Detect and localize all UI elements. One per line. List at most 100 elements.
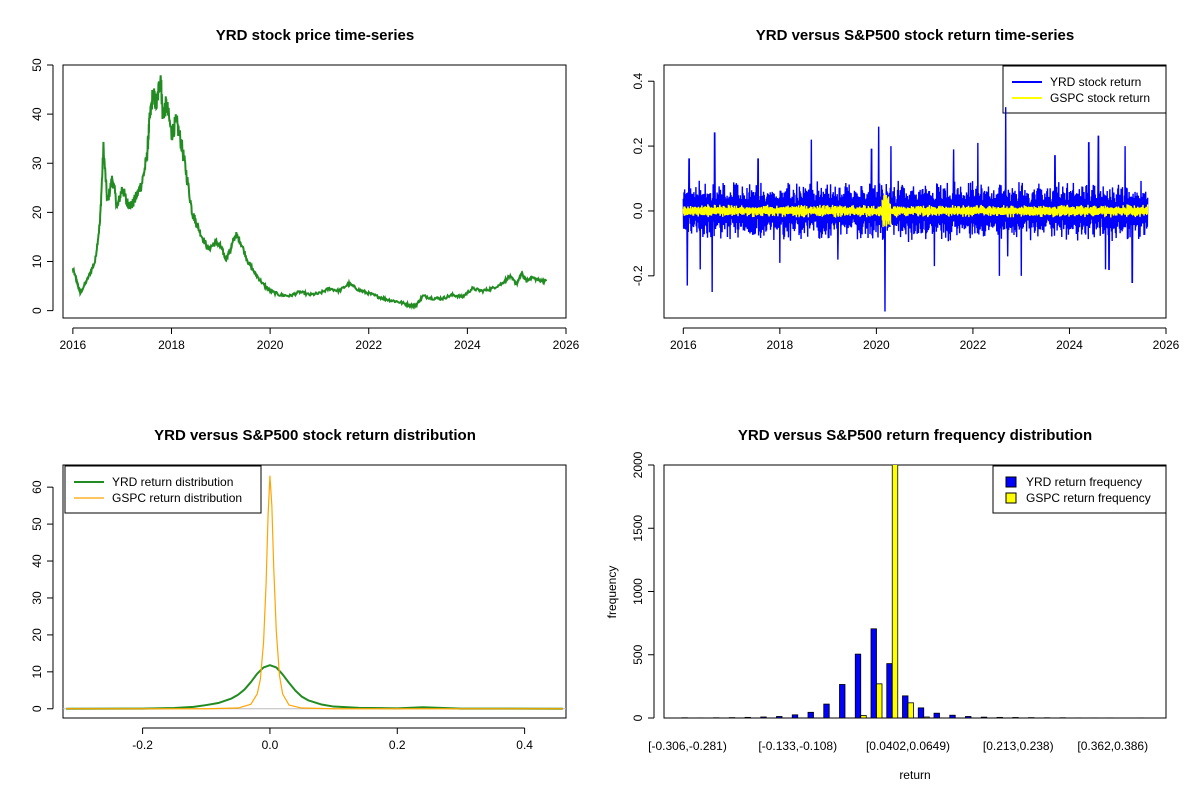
x-tick-label: 2018 bbox=[766, 338, 793, 352]
bar-yrd bbox=[807, 711, 814, 718]
legend: YRD return frequency GSPC return frequen… bbox=[992, 465, 1167, 514]
series-line-gspc-return-burst bbox=[881, 194, 892, 228]
y-tick-label: 0.2 bbox=[631, 137, 645, 154]
bar-yrd bbox=[949, 714, 956, 718]
bar-yrd bbox=[713, 717, 720, 718]
y-tick-label: 60 bbox=[30, 480, 44, 494]
legend-label-yrd: YRD return distribution bbox=[112, 475, 233, 489]
bar-yrd bbox=[902, 695, 909, 718]
plot-frame bbox=[663, 464, 1167, 719]
x-tick-label: 2026 bbox=[553, 338, 580, 352]
y-tick-label: 20 bbox=[30, 205, 44, 219]
x-tick-label: -0.2 bbox=[132, 738, 153, 752]
bar-yrd bbox=[886, 663, 893, 718]
x-tick-label: [0.213,0.238) bbox=[983, 739, 1054, 753]
y-tick-label: 10 bbox=[30, 665, 44, 679]
y-tick-label: 30 bbox=[30, 591, 44, 605]
x-tick-label: [0.362,0.386) bbox=[1077, 739, 1148, 753]
y-tick-label: -0.2 bbox=[631, 265, 645, 286]
bar-yrd bbox=[760, 716, 767, 718]
legend-swatch-gspc bbox=[1005, 492, 1017, 504]
chart-return-timeseries: YRD versus S&P500 stock return time-seri… bbox=[631, 27, 1180, 352]
chart-stock-price: YRD stock price time-series 2016 2018 2020… bbox=[30, 27, 580, 352]
bar-yrd bbox=[1106, 717, 1114, 718]
x-tick-label: 2024 bbox=[1056, 338, 1083, 352]
bar-yrd bbox=[1043, 717, 1051, 718]
bar-gspc bbox=[860, 715, 867, 718]
legend: YRD return distribution GSPC return dist… bbox=[64, 465, 262, 514]
y-tick-label: 1000 bbox=[631, 578, 645, 605]
plot-frame bbox=[62, 464, 567, 719]
bar-yrd bbox=[870, 628, 877, 718]
legend-label-yrd: YRD stock return bbox=[1050, 75, 1141, 89]
bar-yrd bbox=[744, 716, 751, 718]
y-tick-label: 50 bbox=[30, 58, 44, 72]
y-tick-label: 1500 bbox=[631, 515, 645, 542]
y-tick-label: 20 bbox=[30, 628, 44, 642]
plot-frame bbox=[663, 64, 1167, 319]
legend-label-gspc: GSPC return frequency bbox=[1026, 491, 1151, 505]
y-tick-label: 500 bbox=[631, 644, 645, 664]
x-tick-label: 2016 bbox=[60, 338, 87, 352]
series-line-yrd-return bbox=[682, 107, 1149, 312]
bar-yrd bbox=[776, 716, 783, 718]
chart-title: YRD versus S&P500 stock return time-seri… bbox=[756, 27, 1074, 44]
chart-title: YRD versus S&P500 stock return distribut… bbox=[154, 427, 476, 444]
x-tick-label: 2020 bbox=[257, 338, 284, 352]
bar-yrd bbox=[933, 712, 940, 718]
series-line-gspc-return bbox=[682, 204, 1149, 218]
x-tick-label: 2022 bbox=[355, 338, 382, 352]
x-tick-label: 0.0 bbox=[262, 738, 279, 752]
bar-gspc bbox=[923, 716, 930, 718]
bar-yrd bbox=[965, 716, 972, 718]
series-line-yrd-density bbox=[66, 664, 563, 710]
bar-yrd bbox=[1075, 717, 1082, 718]
plot-frame bbox=[62, 64, 567, 319]
y-tick-label: 40 bbox=[30, 107, 44, 121]
series-line-gspc-density bbox=[66, 475, 563, 710]
x-tick-label: 0.4 bbox=[516, 738, 533, 752]
bar-yrd bbox=[697, 717, 704, 718]
y-tick-label: 50 bbox=[30, 517, 44, 531]
y-tick-label: 0.4 bbox=[631, 73, 645, 90]
x-tick-label: 0.2 bbox=[389, 738, 406, 752]
x-tick-label: [-0.133,-0.108) bbox=[758, 739, 837, 753]
y-tick-label: 40 bbox=[30, 554, 44, 568]
bar-yrd bbox=[839, 684, 846, 718]
y-tick-label: 30 bbox=[30, 156, 44, 170]
legend: YRD stock return GSPC stock return bbox=[1002, 65, 1167, 114]
bar-yrd bbox=[980, 716, 988, 718]
y-tick-label: 0 bbox=[30, 705, 44, 712]
x-tick-label: 2018 bbox=[158, 338, 185, 352]
chart-title: YRD stock price time-series bbox=[216, 27, 414, 44]
x-tick-label: [-0.306,-0.281) bbox=[648, 739, 727, 753]
y-tick-label: 2000 bbox=[631, 451, 645, 478]
bar-gspc bbox=[876, 683, 883, 718]
chart-title: YRD versus S&P500 return frequency distr… bbox=[738, 427, 1092, 444]
x-tick-label: 2026 bbox=[1153, 338, 1180, 352]
legend-box bbox=[992, 465, 1167, 514]
bar-yrd bbox=[791, 714, 799, 718]
chart-return-distribution: YRD versus S&P500 stock return distribut… bbox=[30, 427, 567, 752]
bar-yrd bbox=[823, 703, 830, 718]
bar-yrd bbox=[854, 653, 862, 718]
y-tick-label: 0 bbox=[631, 714, 645, 721]
y-tick-label: 0 bbox=[30, 307, 44, 314]
bar-gspc bbox=[907, 702, 914, 718]
bar-yrd bbox=[1059, 717, 1066, 718]
legend-label-gspc: GSPC return distribution bbox=[112, 491, 242, 505]
x-axis-label: return bbox=[899, 768, 930, 782]
y-tick-label: 0.0 bbox=[631, 202, 645, 219]
bar-yrd bbox=[1138, 717, 1145, 718]
bars-group bbox=[681, 465, 1151, 718]
legend-box bbox=[64, 465, 262, 514]
x-tick-label: 2020 bbox=[863, 338, 890, 352]
bar-gspc bbox=[891, 465, 899, 718]
y-tick-label: 10 bbox=[30, 255, 44, 269]
bar-yrd bbox=[1091, 717, 1098, 718]
legend-swatch-yrd bbox=[1005, 476, 1017, 488]
chart-return-frequency: YRD versus S&P500 return frequency distr… bbox=[605, 427, 1167, 782]
bar-yrd bbox=[681, 717, 688, 718]
bar-yrd bbox=[917, 707, 925, 718]
